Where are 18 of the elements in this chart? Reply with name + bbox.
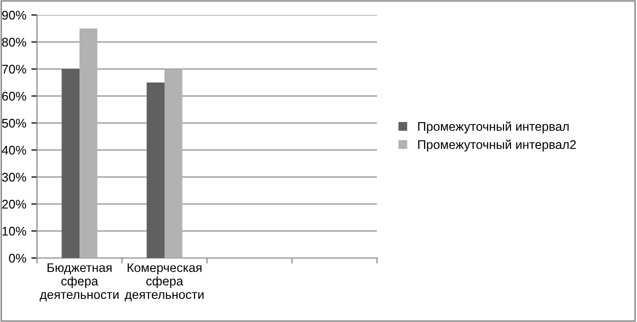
y-tick-label: 20% bbox=[2, 200, 26, 209]
x-tick-label: Бюджетная сфера деятельности bbox=[40, 263, 119, 302]
y-tick-label: 10% bbox=[2, 226, 26, 236]
y-tick-label: 60% bbox=[2, 92, 26, 101]
y-tick-label: 70% bbox=[2, 64, 26, 74]
y-tick-label: 40% bbox=[2, 146, 26, 155]
bar bbox=[62, 69, 80, 258]
x-tick-label: Комерческая сфера деятельности bbox=[124, 263, 204, 302]
y-tick-label: 50% bbox=[2, 118, 26, 128]
legend-label: Промежуточный интервал bbox=[418, 122, 569, 134]
bar bbox=[146, 82, 164, 258]
bar bbox=[80, 28, 98, 258]
y-tick-label: 0% bbox=[9, 254, 26, 263]
y-tick-label: 90% bbox=[2, 10, 26, 20]
y-tick-label: 30% bbox=[2, 172, 26, 182]
legend-label: Промежуточный интервал2 bbox=[418, 140, 576, 152]
bar bbox=[164, 69, 182, 258]
y-tick-label: 80% bbox=[2, 38, 26, 47]
